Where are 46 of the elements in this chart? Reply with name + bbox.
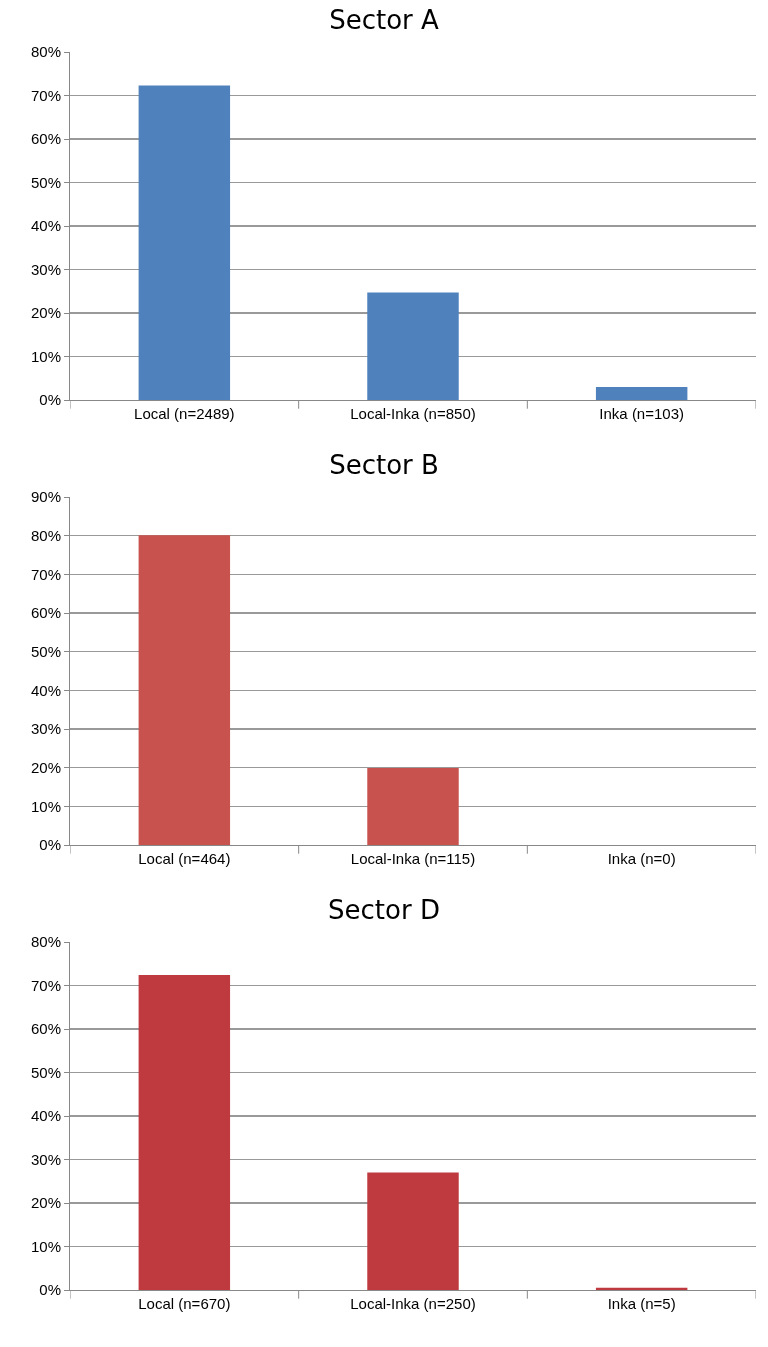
y-tick-label: 50% <box>30 173 61 191</box>
x-tick-label: Inka (n=5) <box>607 1295 676 1312</box>
chart-title: Sector B <box>329 450 439 481</box>
y-tick-label: 50% <box>30 642 61 660</box>
y-tick-label: 20% <box>30 1194 61 1212</box>
y-tick-label: 30% <box>30 1150 61 1168</box>
y-tick-label: 40% <box>30 217 61 235</box>
y-tick-label: 10% <box>30 797 61 815</box>
bar <box>367 292 459 400</box>
x-tick-label: Local (n=464) <box>138 850 231 867</box>
bar <box>138 975 231 1290</box>
y-tick-label: 60% <box>30 604 61 622</box>
y-tick-label: 40% <box>30 681 61 699</box>
y-tick-label: 20% <box>30 304 61 322</box>
y-tick-label: 60% <box>30 1020 61 1038</box>
x-tick-label: Inka (n=103) <box>599 405 684 422</box>
y-tick-label: 30% <box>30 260 61 278</box>
x-tick-label: Local (n=2489) <box>134 405 235 422</box>
chart-title: Sector D <box>328 895 440 926</box>
bar <box>595 1287 688 1290</box>
y-tick-label: 50% <box>30 1063 61 1081</box>
y-tick-label: 0% <box>39 1281 61 1299</box>
bar <box>138 85 231 400</box>
y-tick-label: 0% <box>39 836 61 854</box>
bar <box>595 386 688 400</box>
y-tick-label: 70% <box>30 976 61 994</box>
y-tick-label: 90% <box>30 488 61 506</box>
y-tick-label: 40% <box>30 1107 61 1125</box>
y-tick-label: 0% <box>39 391 61 409</box>
x-tick-label: Inka (n=0) <box>607 850 676 867</box>
x-tick-label: Local-Inka (n=850) <box>350 405 476 422</box>
bar <box>367 1172 459 1290</box>
x-tick-label: Local (n=670) <box>138 1295 231 1312</box>
y-tick-label: 60% <box>30 130 61 148</box>
y-tick-label: 70% <box>30 86 61 104</box>
y-tick-label: 30% <box>30 720 61 738</box>
y-tick-label: 10% <box>30 347 61 365</box>
x-tick-label: Local-Inka (n=250) <box>350 1295 476 1312</box>
y-tick-label: 80% <box>30 43 61 61</box>
y-tick-label: 70% <box>30 565 61 583</box>
y-tick-label: 10% <box>30 1237 61 1255</box>
chart-title: Sector A <box>329 5 440 36</box>
y-tick-label: 20% <box>30 758 61 776</box>
y-tick-label: 80% <box>30 526 61 544</box>
x-tick-label: Local-Inka (n=115) <box>350 850 476 867</box>
y-tick-label: 80% <box>30 933 61 951</box>
